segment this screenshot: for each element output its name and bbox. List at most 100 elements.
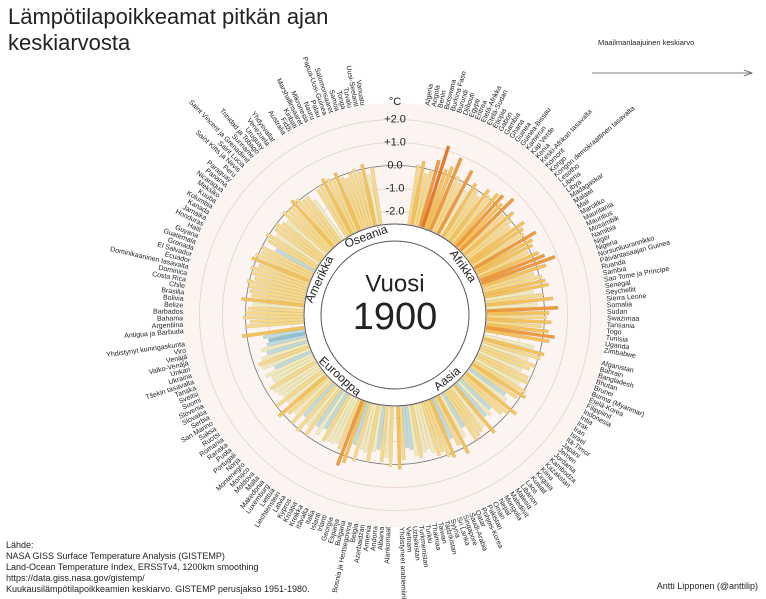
bar: [275, 222, 324, 261]
bar: [484, 334, 535, 350]
bar: [261, 336, 307, 353]
bar: [351, 168, 372, 228]
bar: [485, 290, 534, 302]
bar: [415, 169, 434, 227]
bar: [290, 205, 333, 250]
bar: [482, 339, 542, 361]
country-label: Viro: [173, 348, 186, 357]
country-label: Bolivia: [163, 294, 184, 303]
bar: [337, 399, 362, 450]
bar: [450, 385, 486, 428]
bar: [254, 276, 307, 294]
bar: [463, 211, 515, 257]
bar: [426, 400, 451, 458]
source-line: Land-Ocean Temperature Index, ERSSTv4, 1…: [6, 562, 259, 572]
bar: [261, 347, 311, 370]
year-label: 1900: [353, 296, 438, 338]
bar: [275, 233, 320, 266]
bar: [486, 311, 550, 316]
bar: [473, 360, 527, 394]
bar: [323, 392, 349, 430]
bar: [286, 220, 327, 257]
bar: [306, 385, 340, 427]
bar: [352, 402, 372, 462]
bar: [277, 365, 320, 396]
bar: [265, 352, 313, 378]
bar: [348, 171, 369, 228]
r-tick-label: -1.0: [386, 182, 405, 194]
bar: [455, 194, 505, 248]
bar: [486, 302, 538, 310]
bar: [436, 169, 474, 235]
bar: [290, 380, 333, 425]
bar: [479, 347, 531, 371]
country-label: Senegal: [605, 280, 632, 290]
bar: [459, 378, 492, 411]
bar: [245, 320, 304, 329]
bar: [423, 168, 448, 229]
bar: [261, 342, 309, 362]
unit-label: °C: [389, 96, 401, 108]
bar: [254, 252, 312, 280]
bar: [420, 402, 441, 457]
bar: [363, 404, 378, 453]
sources: Lähde: NASA GISS Surface Temperature Anal…: [6, 540, 310, 595]
bar: [249, 288, 305, 302]
bar: [477, 250, 530, 278]
bar: [251, 270, 308, 291]
bar: [452, 384, 496, 435]
country-label: Belize: [164, 302, 183, 310]
bar: [269, 360, 317, 391]
bar: [480, 345, 537, 369]
bar: [401, 406, 409, 449]
bar: [247, 284, 306, 299]
bar: [266, 334, 306, 347]
bar: [482, 272, 535, 291]
country-label: Somalia: [607, 301, 633, 309]
bar: [275, 369, 324, 408]
bar: [271, 355, 315, 380]
bar: [453, 192, 500, 247]
bar: [480, 255, 556, 286]
bar: [446, 195, 480, 241]
bar: [461, 213, 505, 254]
bar: [429, 157, 463, 232]
bar: [418, 159, 441, 228]
bar: [251, 293, 305, 305]
bar: [258, 263, 310, 286]
bar: [366, 174, 380, 226]
bar: [486, 314, 547, 320]
bar: [486, 320, 543, 329]
bar: [265, 232, 319, 268]
r-tick-label: 0.0: [387, 159, 402, 171]
bar: [326, 178, 356, 234]
bar: [421, 145, 451, 228]
bar: [341, 401, 367, 464]
bar: [379, 406, 389, 462]
country-label: Armenia: [363, 525, 373, 552]
source-line: Lähde:: [6, 540, 34, 550]
bar: [474, 238, 534, 273]
author: Antti Lipponen (@anttilip): [656, 581, 758, 591]
bar: [455, 382, 488, 418]
bar: [483, 336, 545, 357]
bar: [450, 195, 492, 245]
country-label: Zimbabwe: [603, 348, 636, 360]
bar: [333, 172, 361, 232]
bar: [486, 323, 549, 334]
bar: [286, 208, 331, 252]
bar: [446, 389, 481, 437]
country-label: Vanuatu: [355, 80, 366, 106]
bar: [409, 405, 424, 458]
bar: [366, 405, 381, 463]
country-label: Uzbekistan: [411, 526, 421, 561]
bar: [357, 171, 375, 227]
bar: [245, 311, 304, 316]
bar: [273, 362, 319, 393]
bar: [468, 367, 507, 397]
r-tick-label: +1.0: [384, 136, 406, 148]
bar: [315, 390, 347, 436]
bar: [268, 331, 306, 343]
bar: [443, 188, 479, 240]
